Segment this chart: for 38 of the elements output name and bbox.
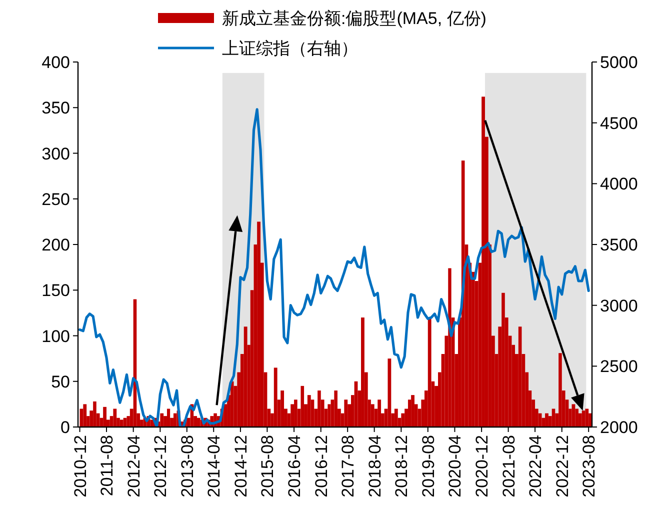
y-tick-label: 250: [42, 190, 70, 209]
y2-tick-label: 4000: [600, 174, 638, 194]
y-tick-label: 150: [42, 281, 70, 300]
x-tick-label: 2022-12: [552, 435, 572, 498]
x-tick-label: 2020-04: [446, 435, 465, 498]
y-tick-label: 200: [42, 236, 70, 254]
y-tick-label: 350: [42, 98, 70, 118]
y-tick-label: 400: [42, 53, 70, 72]
y-tick-label: 100: [42, 326, 70, 346]
x-tick-label: 2016-04: [285, 435, 304, 498]
x-tick-label: 2021-08: [499, 435, 518, 498]
legend-label: 上证综指（右轴）: [222, 39, 358, 58]
x-tick-label: 2022-04: [526, 435, 546, 498]
x-tick-label: 2023-08: [580, 435, 599, 498]
y2-tick-label: 3000: [600, 296, 638, 316]
y2-tick-label: 2000: [600, 418, 638, 437]
y-tick-label: 300: [42, 144, 70, 164]
x-tick-label: 2012-12: [151, 435, 170, 498]
x-tick-label: 2015-08: [258, 435, 278, 498]
x-tick-label: 2019-08: [418, 435, 438, 498]
y-tick-label: 50: [51, 372, 70, 392]
x-tick-label: 2017-08: [338, 435, 358, 498]
x-tick-label: 2016-12: [312, 435, 331, 498]
x-tick-label: 2014-12: [231, 435, 250, 498]
x-tick-label: 2018-04: [365, 435, 384, 498]
x-tick-label: 2013-08: [178, 435, 197, 498]
legend-label: 新成立基金份额:偏股型(MA5, 亿份): [222, 9, 486, 28]
x-tick-label: 2014-04: [204, 435, 224, 498]
y2-tick-label: 3500: [600, 236, 638, 254]
y2-tick-label: 5000: [600, 53, 638, 72]
x-tick-label: 2012-04: [124, 435, 144, 498]
x-tick-label: 2011-08: [97, 435, 116, 496]
y2-tick-label: 2500: [600, 357, 638, 376]
y-tick-label: 0: [60, 418, 70, 437]
y2-tick-label: 4500: [600, 114, 638, 133]
x-tick-label: 2010-12: [70, 435, 90, 498]
x-tick-label: 2018-12: [392, 435, 412, 498]
x-tick-label: 2020-12: [472, 435, 492, 498]
